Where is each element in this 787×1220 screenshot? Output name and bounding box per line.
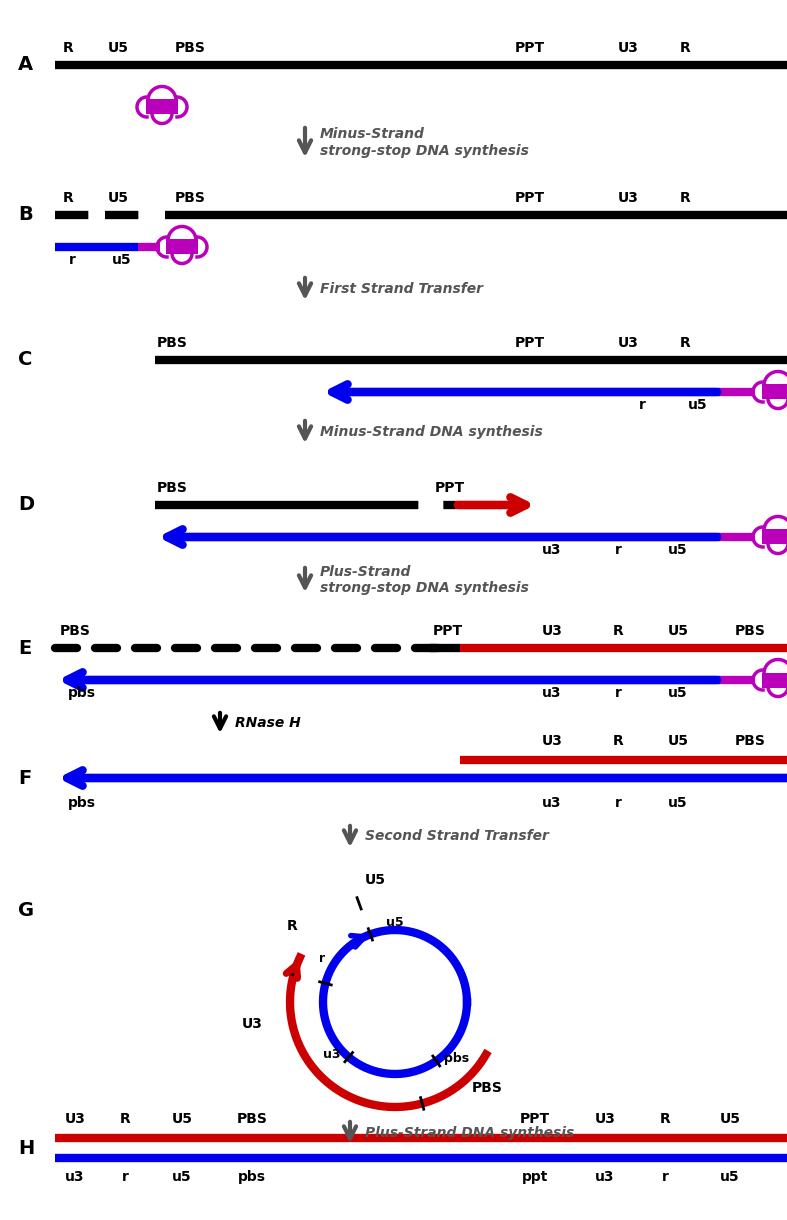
Text: u5: u5 xyxy=(386,916,404,928)
Text: Minus-Strand DNA synthesis: Minus-Strand DNA synthesis xyxy=(320,425,543,439)
Text: B: B xyxy=(18,205,33,224)
Text: r: r xyxy=(615,543,622,558)
Text: RNase H: RNase H xyxy=(235,716,301,730)
Text: r: r xyxy=(662,1170,668,1183)
Text: U3: U3 xyxy=(618,336,638,350)
Text: r: r xyxy=(319,952,325,965)
Text: PBS: PBS xyxy=(734,623,766,638)
Text: pbs: pbs xyxy=(238,1170,266,1183)
Text: u3: u3 xyxy=(65,1170,85,1183)
Text: r: r xyxy=(615,686,622,700)
Text: u5: u5 xyxy=(113,253,131,267)
Text: PBS: PBS xyxy=(60,623,91,638)
Text: U5: U5 xyxy=(172,1111,193,1126)
Text: R: R xyxy=(612,623,623,638)
Text: D: D xyxy=(18,495,34,515)
Text: PPT: PPT xyxy=(515,41,545,55)
Text: Plus-Strand
strong-stop DNA synthesis: Plus-Strand strong-stop DNA synthesis xyxy=(320,565,529,595)
Text: F: F xyxy=(18,769,31,787)
Text: U3: U3 xyxy=(618,41,638,55)
Text: C: C xyxy=(18,350,32,370)
Text: G: G xyxy=(18,900,34,920)
Text: PBS: PBS xyxy=(175,41,205,55)
Text: U5: U5 xyxy=(108,192,128,205)
Text: PPT: PPT xyxy=(433,623,463,638)
Text: PBS: PBS xyxy=(157,336,187,350)
Text: PPT: PPT xyxy=(520,1111,550,1126)
Text: PPT: PPT xyxy=(435,481,465,495)
Text: u5: u5 xyxy=(668,686,688,700)
Text: r: r xyxy=(615,795,622,810)
Text: u3: u3 xyxy=(323,1048,341,1061)
Text: pbs: pbs xyxy=(68,686,96,700)
Text: U3: U3 xyxy=(541,623,563,638)
Text: U3: U3 xyxy=(242,1016,263,1031)
Text: R: R xyxy=(612,734,623,748)
FancyBboxPatch shape xyxy=(762,672,787,688)
Text: Second Strand Transfer: Second Strand Transfer xyxy=(365,830,549,843)
Text: PBS: PBS xyxy=(157,481,187,495)
Text: u3: u3 xyxy=(542,543,562,558)
Text: R: R xyxy=(63,41,73,55)
FancyBboxPatch shape xyxy=(166,239,198,255)
Text: U3: U3 xyxy=(618,192,638,205)
Text: u5: u5 xyxy=(688,398,708,412)
Text: R: R xyxy=(120,1111,131,1126)
Text: U3: U3 xyxy=(65,1111,86,1126)
Text: pbs: pbs xyxy=(68,795,96,810)
Text: PPT: PPT xyxy=(515,192,545,205)
Text: PBS: PBS xyxy=(175,192,205,205)
Text: E: E xyxy=(18,638,31,658)
Text: r: r xyxy=(638,398,645,412)
Text: PBS: PBS xyxy=(237,1111,268,1126)
Text: u5: u5 xyxy=(720,1170,740,1183)
Text: A: A xyxy=(18,55,33,74)
Text: U5: U5 xyxy=(108,41,128,55)
FancyBboxPatch shape xyxy=(762,529,787,544)
Text: R: R xyxy=(680,41,690,55)
Text: U5: U5 xyxy=(719,1111,741,1126)
Text: r: r xyxy=(121,1170,128,1183)
Text: u3: u3 xyxy=(595,1170,615,1183)
Text: ppt: ppt xyxy=(522,1170,549,1183)
Text: pbs: pbs xyxy=(444,1052,469,1065)
Text: U5: U5 xyxy=(364,872,386,887)
Text: R: R xyxy=(660,1111,671,1126)
Text: u3: u3 xyxy=(542,795,562,810)
Text: PBS: PBS xyxy=(734,734,766,748)
Text: U3: U3 xyxy=(541,734,563,748)
Text: u5: u5 xyxy=(172,1170,192,1183)
FancyBboxPatch shape xyxy=(146,100,178,115)
Text: R: R xyxy=(287,919,298,932)
Text: u5: u5 xyxy=(668,543,688,558)
Text: U5: U5 xyxy=(667,623,689,638)
Text: First Strand Transfer: First Strand Transfer xyxy=(320,282,483,296)
Text: R: R xyxy=(680,192,690,205)
FancyBboxPatch shape xyxy=(762,384,787,399)
Text: U3: U3 xyxy=(594,1111,615,1126)
Text: u3: u3 xyxy=(542,686,562,700)
Text: PBS: PBS xyxy=(471,1081,502,1096)
Text: U5: U5 xyxy=(667,734,689,748)
Text: r: r xyxy=(68,253,76,267)
Text: R: R xyxy=(680,336,690,350)
Text: H: H xyxy=(18,1138,35,1158)
Text: Plus-Strand DNA synthesis: Plus-Strand DNA synthesis xyxy=(365,1126,575,1139)
Text: R: R xyxy=(63,192,73,205)
Text: u5: u5 xyxy=(668,795,688,810)
Text: PPT: PPT xyxy=(515,336,545,350)
Text: Minus-Strand
strong-stop DNA synthesis: Minus-Strand strong-stop DNA synthesis xyxy=(320,127,529,157)
